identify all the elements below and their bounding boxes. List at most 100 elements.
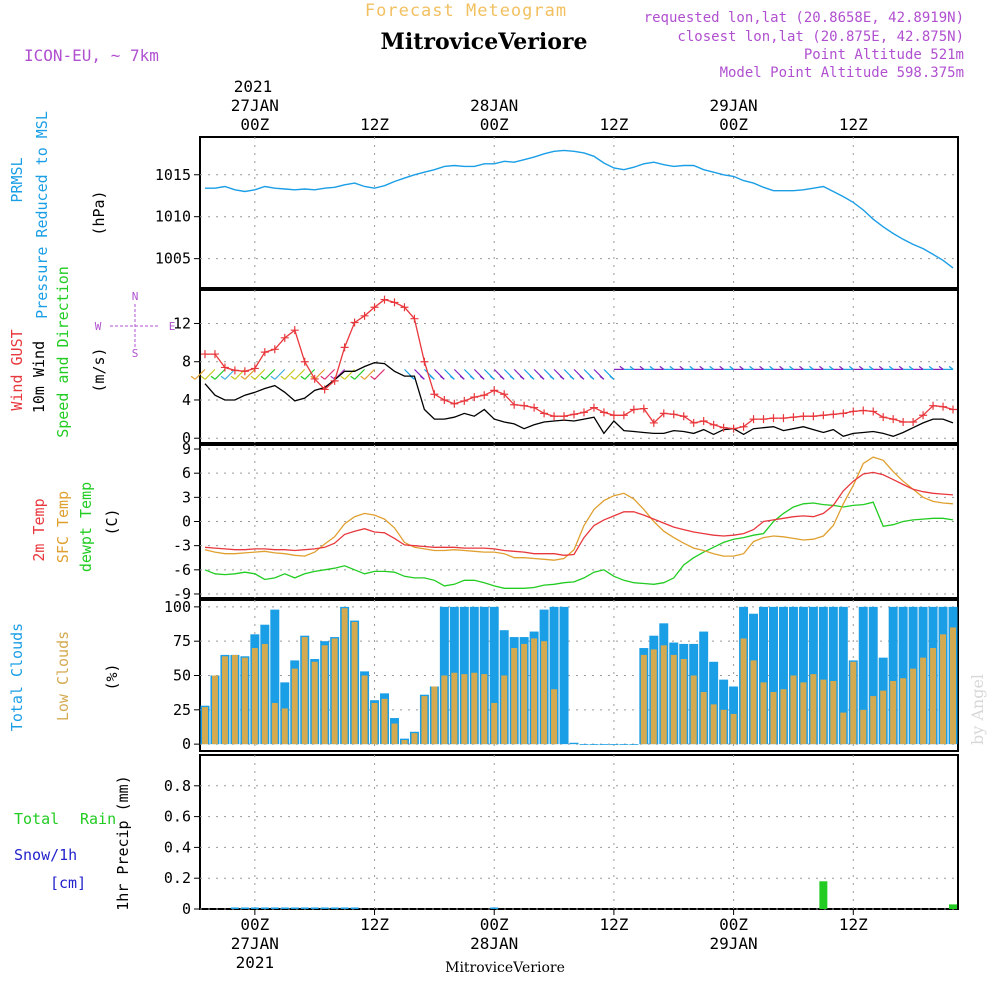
precip-panel-frame [199,754,959,910]
wind-barb-head [360,375,365,380]
low-cloud-bar [720,709,727,745]
temperature-ytick-label: 3 [182,488,191,506]
wind-barb-head [709,365,715,370]
low-cloud-bar [700,691,707,745]
wind-speed-line [204,362,954,438]
low-cloud-bar [800,682,807,745]
top-time-label: 29JAN [710,96,758,115]
wind-gust-point [599,408,608,417]
precip-trace-bar [240,907,249,909]
wind-gust-point [949,405,958,414]
low-cloud-bar [241,657,248,745]
wind-barb [224,368,236,380]
wind-barb-head [509,375,515,380]
low-cloud-bar [910,668,917,745]
wind-barb-head [918,365,924,370]
total-cloud-bar [778,606,788,745]
temperature-ytick-label: -9 [173,585,191,603]
wind-gust-point [230,366,239,375]
bottom-time-label: 12Z [360,915,389,934]
low-cloud-bar [461,674,468,745]
low-cloud-bar [321,645,328,745]
total-cloud-bar [559,606,569,745]
wind-gust-point [220,363,229,372]
top-time-label: 12Z [839,115,868,134]
low-cloud-bar [740,638,747,745]
wind-barb-head [779,365,784,370]
wind-gust-point [889,415,898,424]
wind-barb-head [938,365,944,370]
total-cloud-bar [709,661,719,745]
wind-barb-head [599,375,605,380]
wind-gust-point [430,390,439,399]
bottom-time-label: 29JAN [710,934,758,953]
low-cloud-bar [950,627,956,745]
top-time-label: 00Z [240,115,269,134]
wind-barb-head [429,375,435,380]
wind-barb [274,368,286,380]
total-cloud-bar [579,744,589,745]
wind-barb-head [659,365,665,370]
low-cloud-bar [231,654,238,745]
wind-barb-head [689,365,695,370]
closest-lonlat: closest lon,lat (20.875E, 42.875N) [677,29,964,45]
precip-trace-bar [300,907,309,909]
wind-barb [284,368,296,380]
bottom-time-label: 00Z [480,915,509,934]
rain-bar [819,881,828,909]
wind-barb-head [719,365,725,370]
point-altitude: Point Altitude 521m [804,47,964,63]
wind-axis-label-speed: 10m Wind [30,341,48,413]
wind-gust-point [759,415,768,424]
total-cloud-bar [769,606,778,745]
wind-gust-point [679,412,688,421]
cloud-unit: (%) [103,663,121,690]
wind-barb-head [439,375,445,380]
low-cloud-bar [431,686,438,745]
low-cloud-bar [521,643,528,745]
wind-gust-point [709,420,718,429]
low-cloud-bar [451,672,458,745]
low-cloud-bar [870,696,877,745]
wind-gust-line [205,298,954,430]
wind-barb [304,368,316,380]
precip-ytick-label: 0.2 [164,869,191,887]
wind-gust-point [859,406,868,415]
low-cloud-bar [670,654,677,745]
pressure-panel-frame [199,136,959,289]
wind-ytick-label: 0 [182,429,191,447]
low-cloud-bar [900,678,907,745]
total-cloud-bar [549,606,559,745]
top-year-label: 2021 [234,77,273,96]
precip-trace-bar [350,907,359,909]
low-cloud-bar [710,704,717,745]
wind-gust-point [659,409,668,418]
wind-gust-point [330,376,339,385]
total-cloud-bar [699,631,709,745]
low-cloud-bar [511,648,518,745]
low-cloud-bar [501,675,508,745]
wind-barb-head [220,375,226,380]
wind-gust-point [480,391,489,400]
precip-trace-bar [330,907,339,909]
wind-barb-head [489,375,495,380]
precip-legend-rain: Rain [80,810,116,828]
wind-barb-head [878,365,884,370]
wind-barb-head [649,365,655,370]
low-cloud-bar [820,679,827,745]
low-cloud-bar [281,708,288,745]
bottom-time-label: 12Z [599,915,628,934]
low-cloud-bar [481,674,488,745]
total-cloud-bar [818,606,828,745]
t2m-temp-line [204,471,954,556]
wind-barb-head [898,365,904,370]
footer-station: MitroviceVeriore [445,960,565,976]
wind-gust-point [470,393,479,402]
low-cloud-bar [211,675,218,745]
bottom-time-label: 2021 [236,953,275,972]
top-time-label: 12Z [599,115,628,134]
wind-barb-head [769,365,774,370]
precip-trace-bar [230,907,239,909]
low-cloud-bar [341,608,348,745]
wind-barb-head [290,375,296,380]
